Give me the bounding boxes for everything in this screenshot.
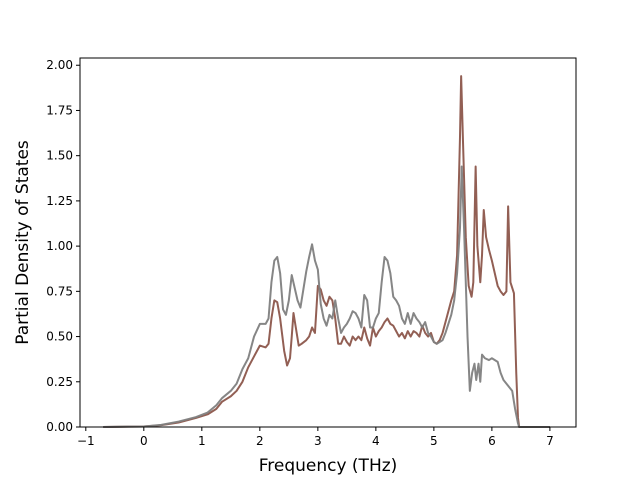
y-tick-label: 2.00 <box>46 58 73 72</box>
y-tick-label: 0.25 <box>46 375 73 389</box>
plot-frame <box>79 57 577 428</box>
x-tick-label: 4 <box>372 434 380 448</box>
x-tick-label: 2 <box>256 434 264 448</box>
x-tick-label: 7 <box>546 434 554 448</box>
series-line-0 <box>103 75 550 428</box>
x-tick-label: 6 <box>488 434 496 448</box>
x-axis-title: Frequency (THz) <box>259 456 398 476</box>
x-tick-label: 5 <box>430 434 438 448</box>
x-tick-label: 1 <box>198 434 206 448</box>
x-tick-label: 3 <box>314 434 322 448</box>
y-tick-label: 1.75 <box>46 103 73 117</box>
y-axis-title: Partial Density of States <box>13 140 33 345</box>
y-tick-label: 1.25 <box>46 194 73 208</box>
y-tick-label: 0.00 <box>46 420 73 434</box>
series-line-1 <box>103 165 550 428</box>
x-tick-label: 0 <box>140 434 148 448</box>
y-tick-label: 1.50 <box>46 149 73 163</box>
x-axis: −1 0 1 2 3 4 5 6 7 <box>77 427 554 448</box>
y-tick-label: 0.50 <box>46 330 73 344</box>
y-tick-label: 0.75 <box>46 284 73 298</box>
y-tick-label: 1.00 <box>46 239 73 253</box>
x-tick-label: −1 <box>77 434 95 448</box>
series-layer <box>103 75 550 428</box>
y-axis: 0.00 0.25 0.50 0.75 1.00 1.25 1.50 1.75 2.00 <box>46 58 80 434</box>
